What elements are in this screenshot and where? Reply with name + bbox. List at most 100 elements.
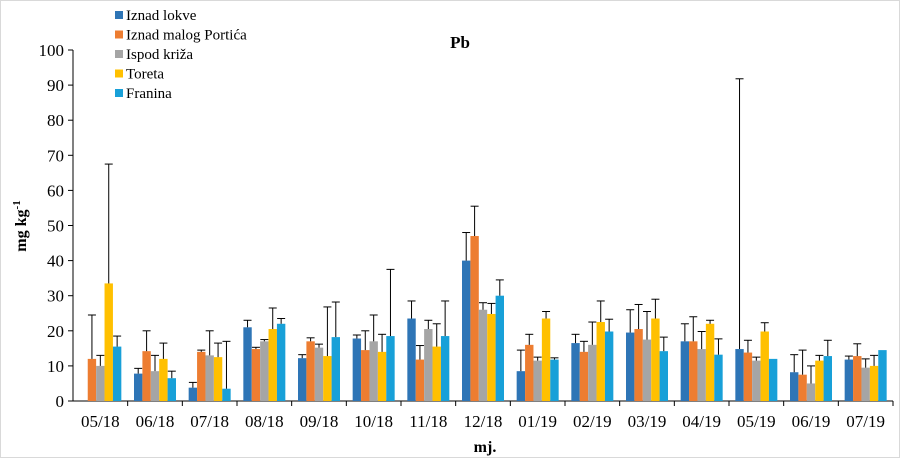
bar	[550, 359, 559, 401]
bar	[861, 367, 870, 401]
bar	[298, 358, 307, 401]
y-axis-title-superscript: -1	[11, 200, 23, 209]
y-axis-title-main: mg kg	[13, 209, 30, 251]
bar	[462, 260, 471, 401]
bar	[768, 358, 778, 401]
x-tick-label: 04/19	[682, 412, 721, 431]
bar	[689, 341, 698, 401]
bar	[596, 322, 605, 401]
y-tick-label: 70	[47, 146, 64, 165]
x-tick-label: 02/19	[573, 412, 612, 431]
bar	[134, 373, 143, 401]
x-tick-label: 03/19	[628, 412, 667, 431]
x-tick-label: 05/19	[737, 412, 776, 431]
legend-swatch	[115, 11, 123, 19]
bar	[386, 336, 395, 401]
bar	[407, 318, 416, 401]
x-axis-title: mj.	[474, 439, 497, 456]
legend-swatch	[115, 50, 123, 58]
bar	[369, 341, 378, 401]
bar	[760, 331, 769, 401]
bar	[588, 344, 597, 401]
bar	[323, 356, 332, 401]
x-tick-label: 09/18	[300, 412, 339, 431]
bar	[243, 327, 252, 401]
bar	[440, 336, 450, 401]
bar	[142, 351, 151, 401]
bar	[626, 332, 635, 401]
bar	[260, 341, 269, 401]
y-tick-label: 90	[47, 76, 64, 95]
bar	[579, 351, 589, 401]
bar	[222, 388, 231, 401]
bar	[112, 346, 122, 401]
y-tick-label: 0	[56, 392, 65, 411]
bar	[823, 356, 832, 401]
y-tick-label: 20	[47, 322, 64, 341]
bar	[806, 383, 816, 401]
bar	[424, 329, 433, 401]
bar	[659, 351, 668, 401]
bar	[571, 343, 580, 401]
bar	[878, 350, 887, 401]
bar	[634, 329, 643, 401]
bar	[541, 318, 551, 401]
bar	[516, 371, 526, 401]
plot-area: 0 10 20 30 40 50 60 70 80 90 100 05/18 06/18 07/18 08/…	[39, 41, 894, 431]
bar	[150, 371, 160, 401]
legend-swatch	[115, 30, 123, 39]
bar	[276, 323, 286, 401]
legend-label: Iznad malog Portića	[126, 28, 247, 44]
bar	[470, 236, 479, 401]
x-tick-label: 11/18	[409, 412, 447, 431]
bar	[705, 323, 715, 401]
y-tick-label: 10	[47, 357, 64, 376]
bar	[213, 357, 223, 401]
x-tick-label: 01/19	[518, 412, 557, 431]
legend-swatch	[115, 69, 123, 78]
bar	[361, 350, 370, 401]
bar	[306, 341, 315, 401]
bar	[651, 318, 660, 401]
bar	[790, 372, 799, 401]
bar	[167, 378, 176, 401]
x-tick-label: 07/19	[846, 412, 885, 431]
x-tick-label: 07/18	[190, 412, 229, 431]
bar	[478, 309, 488, 401]
bar	[525, 344, 534, 401]
bar	[642, 339, 652, 401]
legend-label: Ispod križa	[126, 47, 193, 63]
legend-label: Franina	[126, 86, 172, 102]
bar	[87, 358, 97, 401]
x-tick-label: 10/18	[354, 412, 393, 431]
y-tick-label: 100	[39, 41, 65, 60]
bar	[798, 374, 807, 401]
bar	[714, 354, 723, 401]
bar	[104, 283, 113, 401]
x-tick-label: 08/18	[245, 412, 284, 431]
chart-title: Pb	[450, 33, 470, 52]
y-tick-label: 30	[47, 287, 64, 306]
bar	[743, 352, 753, 401]
bar	[188, 387, 198, 401]
bar	[377, 351, 387, 401]
legend-swatch	[115, 89, 123, 97]
bar	[604, 331, 614, 401]
bar	[432, 346, 441, 401]
bar	[96, 365, 105, 401]
x-tick-label: 06/19	[792, 412, 831, 431]
bar	[533, 360, 542, 401]
x-tick-label: 12/18	[464, 412, 503, 431]
bar	[844, 359, 854, 401]
bar	[314, 347, 324, 401]
bar	[752, 360, 761, 401]
bar	[680, 341, 690, 401]
bar	[735, 349, 744, 401]
bar	[869, 365, 879, 401]
bar	[205, 355, 214, 401]
bar	[268, 329, 277, 401]
bar	[159, 358, 168, 401]
y-axis-title: mg kg-1	[11, 200, 30, 251]
bar	[251, 349, 261, 401]
